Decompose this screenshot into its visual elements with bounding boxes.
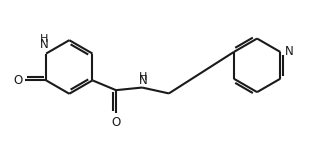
Text: H: H [139, 72, 147, 82]
Text: O: O [13, 74, 23, 87]
Text: N: N [138, 74, 147, 87]
Text: H: H [40, 34, 49, 44]
Text: N: N [40, 38, 49, 51]
Text: O: O [112, 116, 121, 129]
Text: N: N [285, 45, 294, 59]
